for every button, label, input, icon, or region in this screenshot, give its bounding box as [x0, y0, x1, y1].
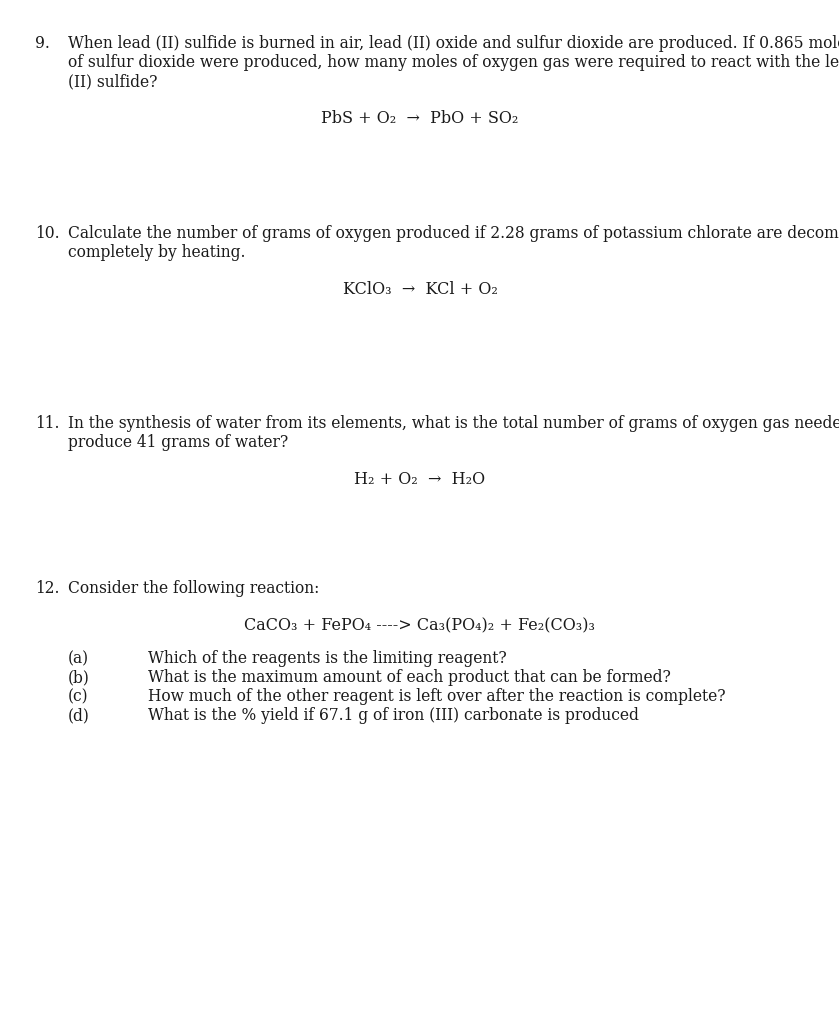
Text: Consider the following reaction:: Consider the following reaction: — [68, 580, 320, 597]
Text: What is the % yield if 67.1 g of iron (III) carbonate is produced: What is the % yield if 67.1 g of iron (I… — [148, 707, 638, 724]
Text: PbS + O₂  →  PbO + SO₂: PbS + O₂ → PbO + SO₂ — [321, 110, 519, 127]
Text: (II) sulfide?: (II) sulfide? — [68, 73, 158, 90]
Text: Calculate the number of grams of oxygen produced if 2.28 grams of potassium chlo: Calculate the number of grams of oxygen … — [68, 225, 839, 242]
Text: 12.: 12. — [35, 580, 60, 597]
Text: How much of the other reagent is left over after the reaction is complete?: How much of the other reagent is left ov… — [148, 688, 726, 705]
Text: What is the maximum amount of each product that can be formed?: What is the maximum amount of each produ… — [148, 669, 671, 686]
Text: (c): (c) — [68, 688, 89, 705]
Text: (b): (b) — [68, 669, 90, 686]
Text: When lead (II) sulfide is burned in air, lead (II) oxide and sulfur dioxide are : When lead (II) sulfide is burned in air,… — [68, 35, 839, 52]
Text: H₂ + O₂  →  H₂O: H₂ + O₂ → H₂O — [354, 471, 486, 488]
Text: produce 41 grams of water?: produce 41 grams of water? — [68, 434, 289, 451]
Text: 11.: 11. — [35, 415, 60, 432]
Text: 9.: 9. — [35, 35, 50, 52]
Text: completely by heating.: completely by heating. — [68, 244, 246, 261]
Text: (a): (a) — [68, 650, 89, 667]
Text: 10.: 10. — [35, 225, 60, 242]
Text: Which of the reagents is the limiting reagent?: Which of the reagents is the limiting re… — [148, 650, 507, 667]
Text: (d): (d) — [68, 707, 90, 724]
Text: CaCO₃ + FePO₄ ----> Ca₃(PO₄)₂ + Fe₂(CO₃)₃: CaCO₃ + FePO₄ ----> Ca₃(PO₄)₂ + Fe₂(CO₃)… — [244, 617, 596, 634]
Text: KClO₃  →  KCl + O₂: KClO₃ → KCl + O₂ — [342, 281, 498, 298]
Text: of sulfur dioxide were produced, how many moles of oxygen gas were required to r: of sulfur dioxide were produced, how man… — [68, 54, 839, 71]
Text: In the synthesis of water from its elements, what is the total number of grams o: In the synthesis of water from its eleme… — [68, 415, 839, 432]
